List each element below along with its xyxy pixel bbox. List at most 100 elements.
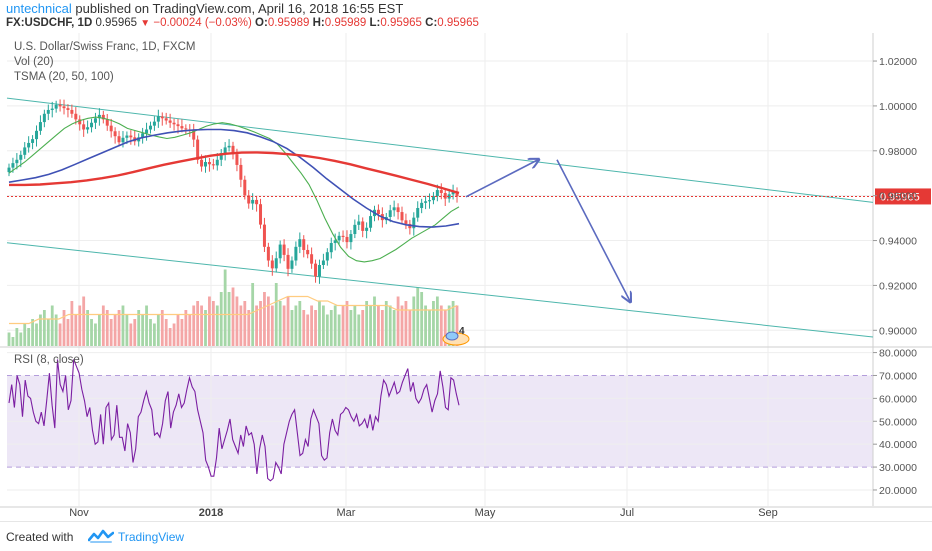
volume-bar	[27, 328, 31, 346]
volume-bar	[274, 283, 278, 346]
candle	[211, 164, 215, 166]
volume-bar	[432, 301, 435, 346]
rsi-line	[8, 359, 460, 482]
candle	[282, 244, 286, 255]
candle	[435, 190, 439, 197]
volume-bar	[447, 305, 451, 346]
candle	[11, 163, 15, 168]
candle	[302, 239, 306, 250]
rsi-tick-label: 40.0000	[879, 439, 917, 451]
open-value: 0.95989	[267, 17, 310, 29]
candle	[70, 109, 74, 114]
footer-bar: Created with TradingView	[0, 521, 932, 551]
close-label: C:	[425, 17, 438, 29]
candle	[38, 122, 42, 131]
volume-bar	[94, 323, 97, 346]
candle	[345, 236, 349, 243]
volume-bar	[290, 310, 294, 346]
x-tick-label: May	[475, 507, 496, 519]
rsi-tick-label: 70.0000	[879, 370, 917, 382]
volume-bar	[325, 314, 329, 346]
sma50-line	[8, 128, 460, 228]
volume-bar	[121, 305, 125, 346]
channel-lower-line	[6, 242, 874, 338]
volume-bar	[435, 296, 439, 346]
candle	[78, 119, 82, 125]
legend-vol: Vol (20)	[14, 56, 54, 68]
volume-bar	[113, 314, 117, 346]
candle	[274, 258, 278, 269]
candle	[196, 139, 200, 160]
candle	[341, 235, 345, 237]
candle	[270, 260, 274, 269]
volume-bar	[349, 310, 353, 346]
candle	[243, 179, 247, 196]
last-price-text: 0.95965	[95, 17, 138, 29]
volume-bar	[239, 305, 243, 346]
candle	[23, 147, 27, 155]
candle	[259, 204, 263, 225]
tradingview-brand-link[interactable]: TradingView	[118, 530, 185, 544]
volume-bar	[149, 319, 152, 346]
volume-bar	[235, 296, 239, 346]
volume-bar	[153, 323, 156, 346]
volume-bar	[286, 296, 290, 346]
candle	[66, 108, 70, 110]
volume-bar	[416, 287, 420, 346]
candle	[164, 118, 168, 121]
candle	[105, 119, 109, 126]
candle	[184, 128, 188, 130]
candle	[404, 220, 408, 224]
candle	[148, 125, 152, 130]
candle	[388, 210, 392, 217]
volume-bar	[369, 305, 372, 346]
candle	[90, 122, 94, 128]
volume-bar	[396, 296, 400, 346]
candle	[15, 159, 19, 164]
volume-bar	[451, 301, 455, 346]
y-tick-label: 0.96000	[879, 191, 917, 203]
publish-header: untechnical published on TradingView.com…	[6, 1, 403, 16]
volume-bar	[141, 314, 145, 346]
candle	[152, 121, 156, 126]
volume-bar	[117, 310, 121, 346]
volume-bar	[282, 305, 286, 346]
candle	[86, 127, 90, 130]
volume-bar	[39, 314, 42, 346]
chart-canvas[interactable]: 0.95965 4 1.02000 1.00000 0.98000 0.96000 0.94…	[0, 0, 932, 521]
volume-bar	[455, 305, 459, 346]
candle	[101, 114, 105, 120]
candle	[286, 254, 290, 269]
volume-bar	[373, 296, 376, 346]
volume-bar	[227, 292, 231, 346]
volume-bar	[278, 301, 282, 346]
volume-bar	[215, 305, 219, 346]
candle	[353, 224, 357, 235]
volume-bar	[82, 296, 86, 346]
volume-bar	[231, 287, 235, 346]
candle	[325, 252, 329, 261]
last-price-label: 0.95965	[880, 191, 920, 203]
volume-bar	[90, 319, 93, 346]
candle	[46, 109, 50, 114]
candle	[333, 240, 337, 244]
sma20-line	[8, 116, 460, 263]
volume-bar	[345, 301, 349, 346]
y-tick-label: 0.92000	[879, 280, 917, 292]
candle	[337, 235, 341, 241]
low-label: L:	[369, 17, 381, 29]
candle	[215, 159, 219, 166]
volume-bar	[74, 314, 78, 346]
volume-bar	[78, 305, 82, 346]
volume-bar	[337, 314, 341, 346]
candle	[247, 195, 251, 204]
candle	[455, 191, 459, 197]
rsi-tick-label: 50.0000	[879, 416, 917, 428]
author-link[interactable]: untechnical	[6, 1, 72, 16]
volume-bar	[46, 319, 50, 346]
volume-bar	[412, 296, 416, 346]
y-tick-label: 0.90000	[879, 325, 917, 337]
volume-bar	[62, 310, 66, 346]
projection-arrow-1	[465, 160, 538, 198]
candle	[290, 260, 294, 269]
